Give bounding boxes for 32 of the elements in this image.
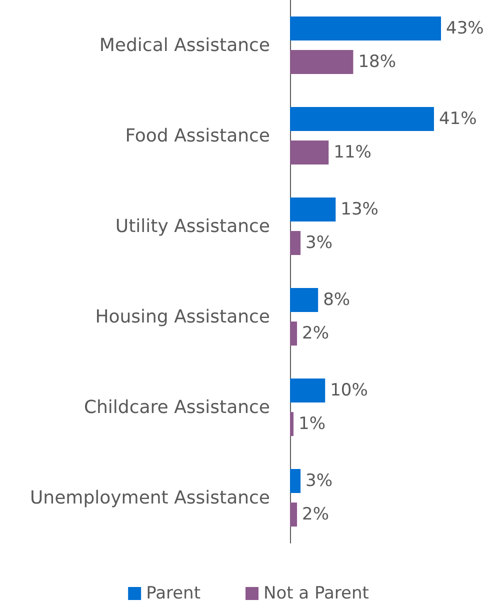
data-label: 3% — [306, 233, 333, 254]
data-label: 1% — [298, 414, 326, 434]
data-label: 2% — [302, 504, 330, 525]
bar — [290, 468, 301, 493]
data-label: 13% — [340, 199, 378, 220]
bar — [290, 140, 329, 165]
legend-label: Not a Parent — [263, 584, 370, 604]
bar — [290, 288, 318, 312]
y-tick-label: Medical Assistance — [99, 34, 270, 56]
data-label: 10% — [330, 380, 368, 400]
bar — [290, 322, 298, 346]
bar — [290, 106, 434, 131]
y-tick-label: Housing Assistance — [95, 306, 270, 328]
data-label: 2% — [302, 324, 330, 344]
y-tick-label: Food Assistance — [125, 125, 270, 146]
data-label: 18% — [358, 52, 396, 72]
y-tick-label: Utility Assistance — [115, 216, 270, 237]
bar — [290, 412, 294, 436]
legend-label: Parent — [146, 584, 201, 604]
bar — [290, 16, 441, 40]
bar — [290, 197, 336, 222]
bar — [290, 50, 354, 74]
data-label: 43% — [446, 18, 484, 38]
y-tick-label: Unemployment Assistance — [30, 487, 270, 508]
data-label: 3% — [306, 470, 333, 491]
bar — [290, 231, 301, 256]
y-tick-label: Childcare Assistance — [84, 396, 270, 418]
data-label: 41% — [438, 108, 477, 129]
bar — [290, 502, 298, 527]
data-label: 11% — [334, 142, 372, 163]
data-label: 8% — [323, 290, 350, 310]
bar — [290, 378, 326, 402]
